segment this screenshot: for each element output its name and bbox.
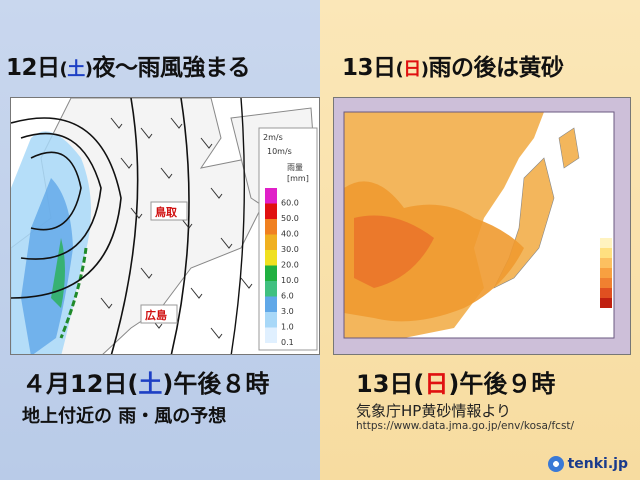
- right-headline: 13日(日)雨の後は黄砂: [342, 55, 564, 81]
- rain-legend-swatch: [265, 203, 277, 219]
- rain-legend-title: 雨量: [287, 163, 303, 172]
- dust-map-graphic: [334, 98, 630, 354]
- rain-legend-label: 10.0: [281, 276, 299, 285]
- tenki-logo-icon: [547, 456, 564, 472]
- rain-legend-swatch: [265, 312, 277, 328]
- rain-legend-swatch: [265, 188, 277, 204]
- rain-legend-swatch: [265, 296, 277, 312]
- rain-legend-label: 20.0: [281, 261, 299, 270]
- rain-legend: 2m/s 10m/s 雨量 [mm] 60.0 50.0 40.0 30.0 20.0 1…: [258, 127, 318, 351]
- dust-legend: [600, 238, 612, 308]
- left-headline: 12日(土)夜～雨風強まる: [6, 55, 250, 81]
- source-url: https://www.data.jma.go.jp/env/kosa/fcst…: [356, 420, 575, 432]
- rain-legend-unit: [mm]: [287, 174, 309, 183]
- rain-legend-swatch: [265, 219, 277, 235]
- rain-legend-swatch: [265, 327, 277, 343]
- wind-legend-a: 2m/s: [263, 133, 283, 142]
- tenki-logo: tenki.jp: [547, 456, 628, 472]
- rain-legend-label: 3.0: [281, 307, 294, 316]
- rain-wind-forecast-map: 鳥取 広島 2m/s 10m/s 雨量 [mm] 60.0 50.0 40.0 30.…: [10, 97, 320, 355]
- left-caption: ４月12日(土)午後８時: [22, 370, 270, 398]
- wind-legend-b: 10m/s: [267, 147, 292, 156]
- rain-legend-label: 6.0: [281, 292, 294, 301]
- rain-legend-swatch: [265, 234, 277, 250]
- tenki-logo-text: tenki.jp: [567, 456, 628, 472]
- rain-legend-swatch: [265, 281, 277, 297]
- forecast-map-graphic: 鳥取 広島 2m/s 10m/s 雨量 [mm] 60.0 50.0 40.0 30.…: [11, 98, 319, 354]
- rain-legend-label: 40.0: [281, 230, 299, 239]
- rain-legend-label: 30.0: [281, 245, 299, 254]
- city-hiroshima: 広島: [145, 308, 167, 322]
- rain-legend-swatch: [265, 250, 277, 266]
- left-subcaption: 地上付近の 雨・風の予想: [22, 406, 227, 427]
- rain-legend-label: 60.0: [281, 199, 299, 208]
- rain-legend-label: 1.0: [281, 323, 294, 332]
- right-caption: 13日(日)午後９時: [356, 370, 556, 398]
- rain-legend-label: 50.0: [281, 214, 299, 223]
- city-tottori: 鳥取: [155, 205, 177, 219]
- dust-forecast-map: [333, 97, 631, 355]
- rain-legend-swatch: [265, 265, 277, 281]
- rain-legend-label: 0.1: [281, 338, 294, 347]
- source-text: 気象庁HP黄砂情報より: [356, 402, 512, 420]
